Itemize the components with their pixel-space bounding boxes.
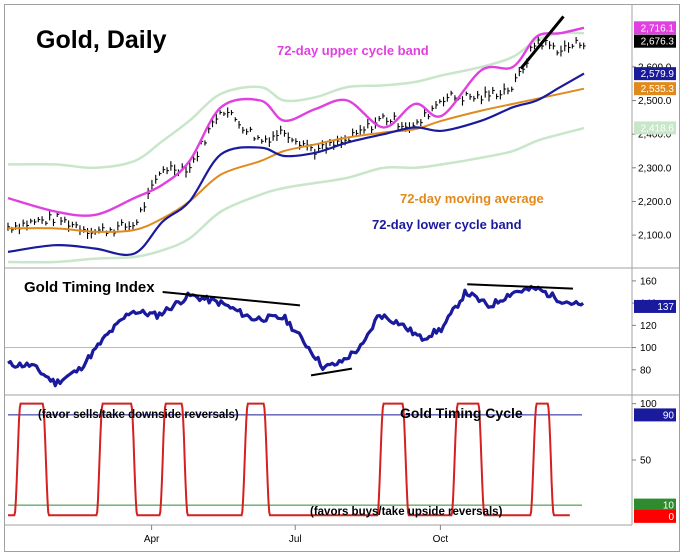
price-value-tag-box xyxy=(634,21,676,35)
buy-zone-note: (favors buys/take upside reversals) xyxy=(310,506,503,518)
cycle-value-tag-text: 10 xyxy=(663,501,675,512)
value-tags: 2,716.1 2,676.3 2,579.9 2,535.3 2,418.6 137 90… xyxy=(634,21,676,523)
index-value-tag: 137 xyxy=(634,299,676,313)
price-panel xyxy=(7,15,586,264)
price-tick-label: 2,200.0 xyxy=(638,197,672,208)
index-tick-label: 120 xyxy=(640,321,657,332)
index-trendline xyxy=(467,283,573,290)
date-tick-label: Jul xyxy=(289,534,302,545)
price-value-tag: 2,579.9 xyxy=(634,67,676,81)
price-value-tag-box xyxy=(634,82,676,96)
chart-frame xyxy=(4,4,680,552)
index-tick-label: 160 xyxy=(640,276,657,287)
cycle-value-tag-text: 0 xyxy=(668,512,674,523)
moving-average-label: 72-day moving average xyxy=(400,191,544,206)
series-lower-band xyxy=(7,72,585,256)
price-trendline xyxy=(519,15,565,70)
price-tick-label: 2,400.0 xyxy=(638,130,672,141)
cycle-value-tag-box xyxy=(634,408,676,422)
axes: 2,600.02,500.02,400.02,300.02,200.02,100… xyxy=(144,62,672,545)
date-tick-label: Apr xyxy=(144,534,160,545)
price-tick-label: 2,500.0 xyxy=(638,96,672,107)
cycle-value-tag-text: 90 xyxy=(663,410,675,421)
cycle-value-tag: 10 xyxy=(634,498,676,512)
series-outer-upper xyxy=(7,31,585,170)
series-ma72 xyxy=(7,87,585,233)
cycle-tick-label: 50 xyxy=(640,456,652,467)
price-value-tag: 2,535.3 xyxy=(634,82,676,96)
timing-index-panel xyxy=(5,283,632,388)
index-trendline xyxy=(162,291,301,307)
price-value-tag-text: 2,418.6 xyxy=(641,123,675,134)
price-value-tag-text: 2,676.3 xyxy=(641,37,675,48)
cycle-value-tag-box xyxy=(634,498,676,512)
price-value-tag: 2,418.6 xyxy=(634,121,676,135)
price-value-tag-text: 2,579.9 xyxy=(641,69,675,80)
timing-index-title: Gold Timing Index xyxy=(24,279,155,296)
price-value-tag: 2,676.3 xyxy=(634,34,676,48)
series-upper-band xyxy=(7,26,585,217)
price-chart-title: Gold, Daily xyxy=(36,26,167,54)
price-value-tag-box xyxy=(634,67,676,81)
cycle-value-tag-box xyxy=(634,509,676,523)
index-value-tag-box xyxy=(634,299,676,313)
date-tick-label: Oct xyxy=(433,534,449,545)
timing-index-line xyxy=(7,285,585,388)
index-tick-label: 80 xyxy=(640,365,652,376)
index-tick-label: 100 xyxy=(640,343,657,354)
price-value-tag: 2,716.1 xyxy=(634,21,676,35)
cycle-value-tag: 90 xyxy=(634,408,676,422)
timing-cycle-line xyxy=(8,402,570,517)
cycle-value-tag: 0 xyxy=(634,509,676,523)
price-value-tag-box xyxy=(634,34,676,48)
index-value-tag-text: 137 xyxy=(657,302,674,313)
lower-band-label: 72-day lower cycle band xyxy=(372,217,522,232)
timing-cycle-title: Gold Timing Cycle xyxy=(400,405,523,421)
price-tick-label: 2,300.0 xyxy=(638,163,672,174)
index-trendline xyxy=(310,367,353,377)
upper-band-label: 72-day upper cycle band xyxy=(277,43,429,58)
price-value-tag-box xyxy=(634,121,676,135)
timing-cycle-panel xyxy=(8,402,582,517)
price-value-tag-text: 2,716.1 xyxy=(641,23,675,34)
price-value-tag-text: 2,535.3 xyxy=(641,84,675,95)
series-outer-lower xyxy=(7,126,585,264)
sell-zone-note: (favor sells/take downside reversals) xyxy=(38,409,239,421)
price-tick-label: 2,100.0 xyxy=(638,231,672,242)
cycle-tick-label: 100 xyxy=(640,399,657,410)
